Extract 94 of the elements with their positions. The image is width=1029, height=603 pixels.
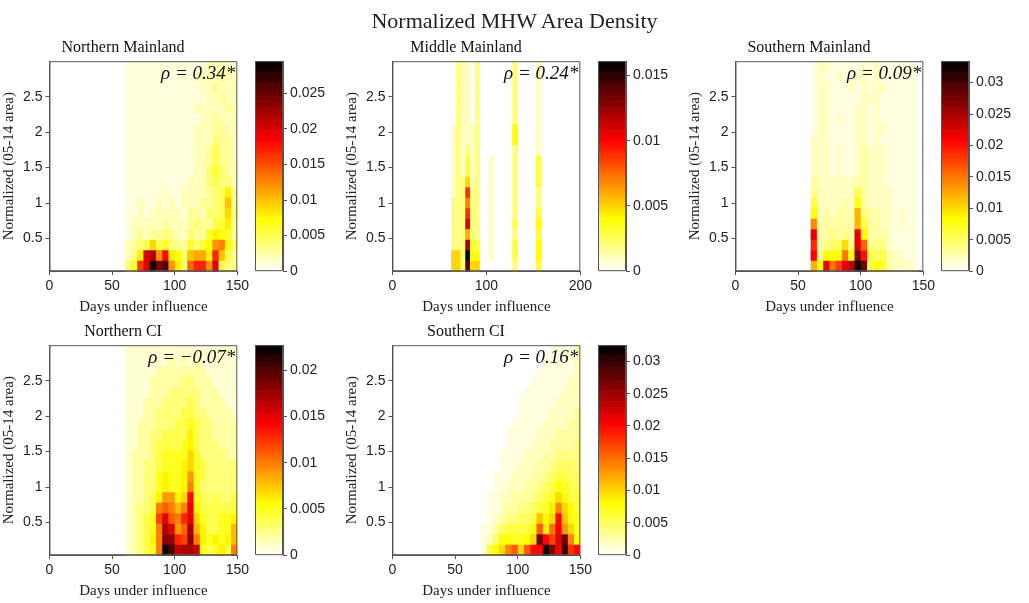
color-bar-label: 0.005 xyxy=(290,499,326,516)
y-tick-label: 2 xyxy=(34,123,43,140)
y-tick-label: 2.5 xyxy=(708,87,729,104)
annotation: ρ = −0.07* xyxy=(147,345,236,367)
y-tick-label: 1 xyxy=(377,193,386,210)
x-axis-title: Days under influence xyxy=(422,581,551,598)
color-bar-label: 0.005 xyxy=(290,226,326,243)
color-bar-label: 0.005 xyxy=(633,196,669,213)
y-tick-label: 1 xyxy=(34,193,43,210)
x-axis-title: Days under influence xyxy=(422,297,551,314)
color-bar-label: 0 xyxy=(976,262,984,279)
chart-title: Northern Mainland xyxy=(61,37,185,55)
color-bar-label: 0 xyxy=(633,262,641,279)
color-bar-label: 0.01 xyxy=(290,190,318,207)
color-bar-label: 0.01 xyxy=(633,131,661,148)
color-bar-label: 0.02 xyxy=(290,361,318,378)
color-bar-label: 0 xyxy=(633,546,641,563)
y-tick-label: 1.5 xyxy=(365,442,386,459)
y-tick-label: 0.5 xyxy=(708,229,729,246)
y-tick-label: 1 xyxy=(34,477,43,494)
color-bar-label: 0.02 xyxy=(976,136,1004,153)
y-tick-label: 1.5 xyxy=(22,158,43,175)
x-tick-label: 150 xyxy=(225,561,250,578)
x-tick-label: 50 xyxy=(447,561,464,578)
color-bar-label: 0.025 xyxy=(633,384,669,401)
y-tick-label: 2.5 xyxy=(365,371,386,388)
color-bar-label: 0.025 xyxy=(290,84,326,101)
x-tick-label: 150 xyxy=(568,561,593,578)
y-tick-label: 1.5 xyxy=(365,158,386,175)
color-bar-label: 0.015 xyxy=(976,167,1012,184)
x-tick-label: 100 xyxy=(849,277,873,294)
y-tick-label: 2.5 xyxy=(22,87,43,104)
y-tick-label: 1 xyxy=(720,193,729,210)
text: Normalized MHW Area Density xyxy=(370,8,659,34)
color-bar-label: 0 xyxy=(290,546,298,563)
x-tick-label: 0 xyxy=(731,277,740,294)
y-tick-label: 2 xyxy=(34,407,43,424)
x-tick-label: 100 xyxy=(506,561,530,578)
x-tick-label: 50 xyxy=(790,277,807,294)
x-tick-label: 0 xyxy=(45,277,54,294)
y-tick-label: 0.5 xyxy=(365,229,386,246)
x-tick-label: 0 xyxy=(388,561,397,578)
color-bar-label: 0.015 xyxy=(633,66,669,83)
color-bar-label: 0.025 xyxy=(976,104,1012,121)
y-axis-title: Normalized (05-14 area) xyxy=(0,92,17,241)
y-tick-label: 2.5 xyxy=(365,87,386,104)
color-bar-label: 0.015 xyxy=(290,407,326,424)
color-bar-label: 0.005 xyxy=(976,230,1012,247)
x-axis-title: Days under influence xyxy=(79,581,208,598)
y-tick-label: 2 xyxy=(377,407,386,424)
x-tick-label: 150 xyxy=(225,277,250,294)
y-tick-label: 0.5 xyxy=(365,513,386,530)
y-tick-label: 1.5 xyxy=(708,158,729,175)
color-bar-label: 0.015 xyxy=(290,155,326,172)
color-bar-label: 0.02 xyxy=(290,119,318,136)
y-tick-label: 2 xyxy=(377,123,386,140)
annotation: ρ = 0.24* xyxy=(503,61,579,83)
x-tick-label: 50 xyxy=(104,277,121,294)
y-axis-title: Normalized (05-14 area) xyxy=(342,376,360,525)
color-bar-label: 0.03 xyxy=(633,352,661,369)
x-tick-label: 150 xyxy=(911,277,936,294)
color-bar-label: 0.015 xyxy=(633,449,669,466)
chart-title: Northern CI xyxy=(84,321,162,339)
x-tick-label: 0 xyxy=(388,277,397,294)
color-bar-label: 0.01 xyxy=(633,481,661,498)
y-axis-title: Normalized (05-14 area) xyxy=(342,92,360,241)
y-tick-label: 1.5 xyxy=(22,442,43,459)
y-tick-label: 2.5 xyxy=(22,371,43,388)
color-bar-label: 0.01 xyxy=(290,453,318,470)
x-tick-label: 50 xyxy=(104,561,121,578)
x-axis-title: Days under influence xyxy=(765,297,894,314)
color-bar-label: 0 xyxy=(290,262,298,279)
x-tick-label: 100 xyxy=(163,561,187,578)
color-bar-label: 0.01 xyxy=(976,199,1004,216)
x-tick-label: 0 xyxy=(45,561,54,578)
y-axis-title: Normalized (05-14 area) xyxy=(0,376,17,525)
y-tick-label: 0.5 xyxy=(22,513,43,530)
annotation: ρ = 0.34* xyxy=(160,61,236,83)
x-axis-title: Days under influence xyxy=(79,297,208,314)
color-bar-label: 0.005 xyxy=(633,513,669,530)
chart-title: Middle Mainland xyxy=(410,37,522,55)
chart-title: Southern CI xyxy=(427,321,505,339)
y-tick-label: 2 xyxy=(720,123,729,140)
chart-title: Southern Mainland xyxy=(747,37,871,55)
y-tick-label: 0.5 xyxy=(22,229,43,246)
color-bar-label: 0.02 xyxy=(633,416,661,433)
annotation: ρ = 0.16* xyxy=(503,345,579,367)
x-tick-label: 200 xyxy=(568,277,593,294)
x-tick-label: 100 xyxy=(474,277,499,294)
y-axis-title: Normalized (05-14 area) xyxy=(685,92,703,241)
annotation: ρ = 0.09* xyxy=(846,61,922,83)
color-bar-label: 0.03 xyxy=(976,73,1004,90)
y-tick-label: 1 xyxy=(377,477,386,494)
x-tick-label: 100 xyxy=(163,277,187,294)
